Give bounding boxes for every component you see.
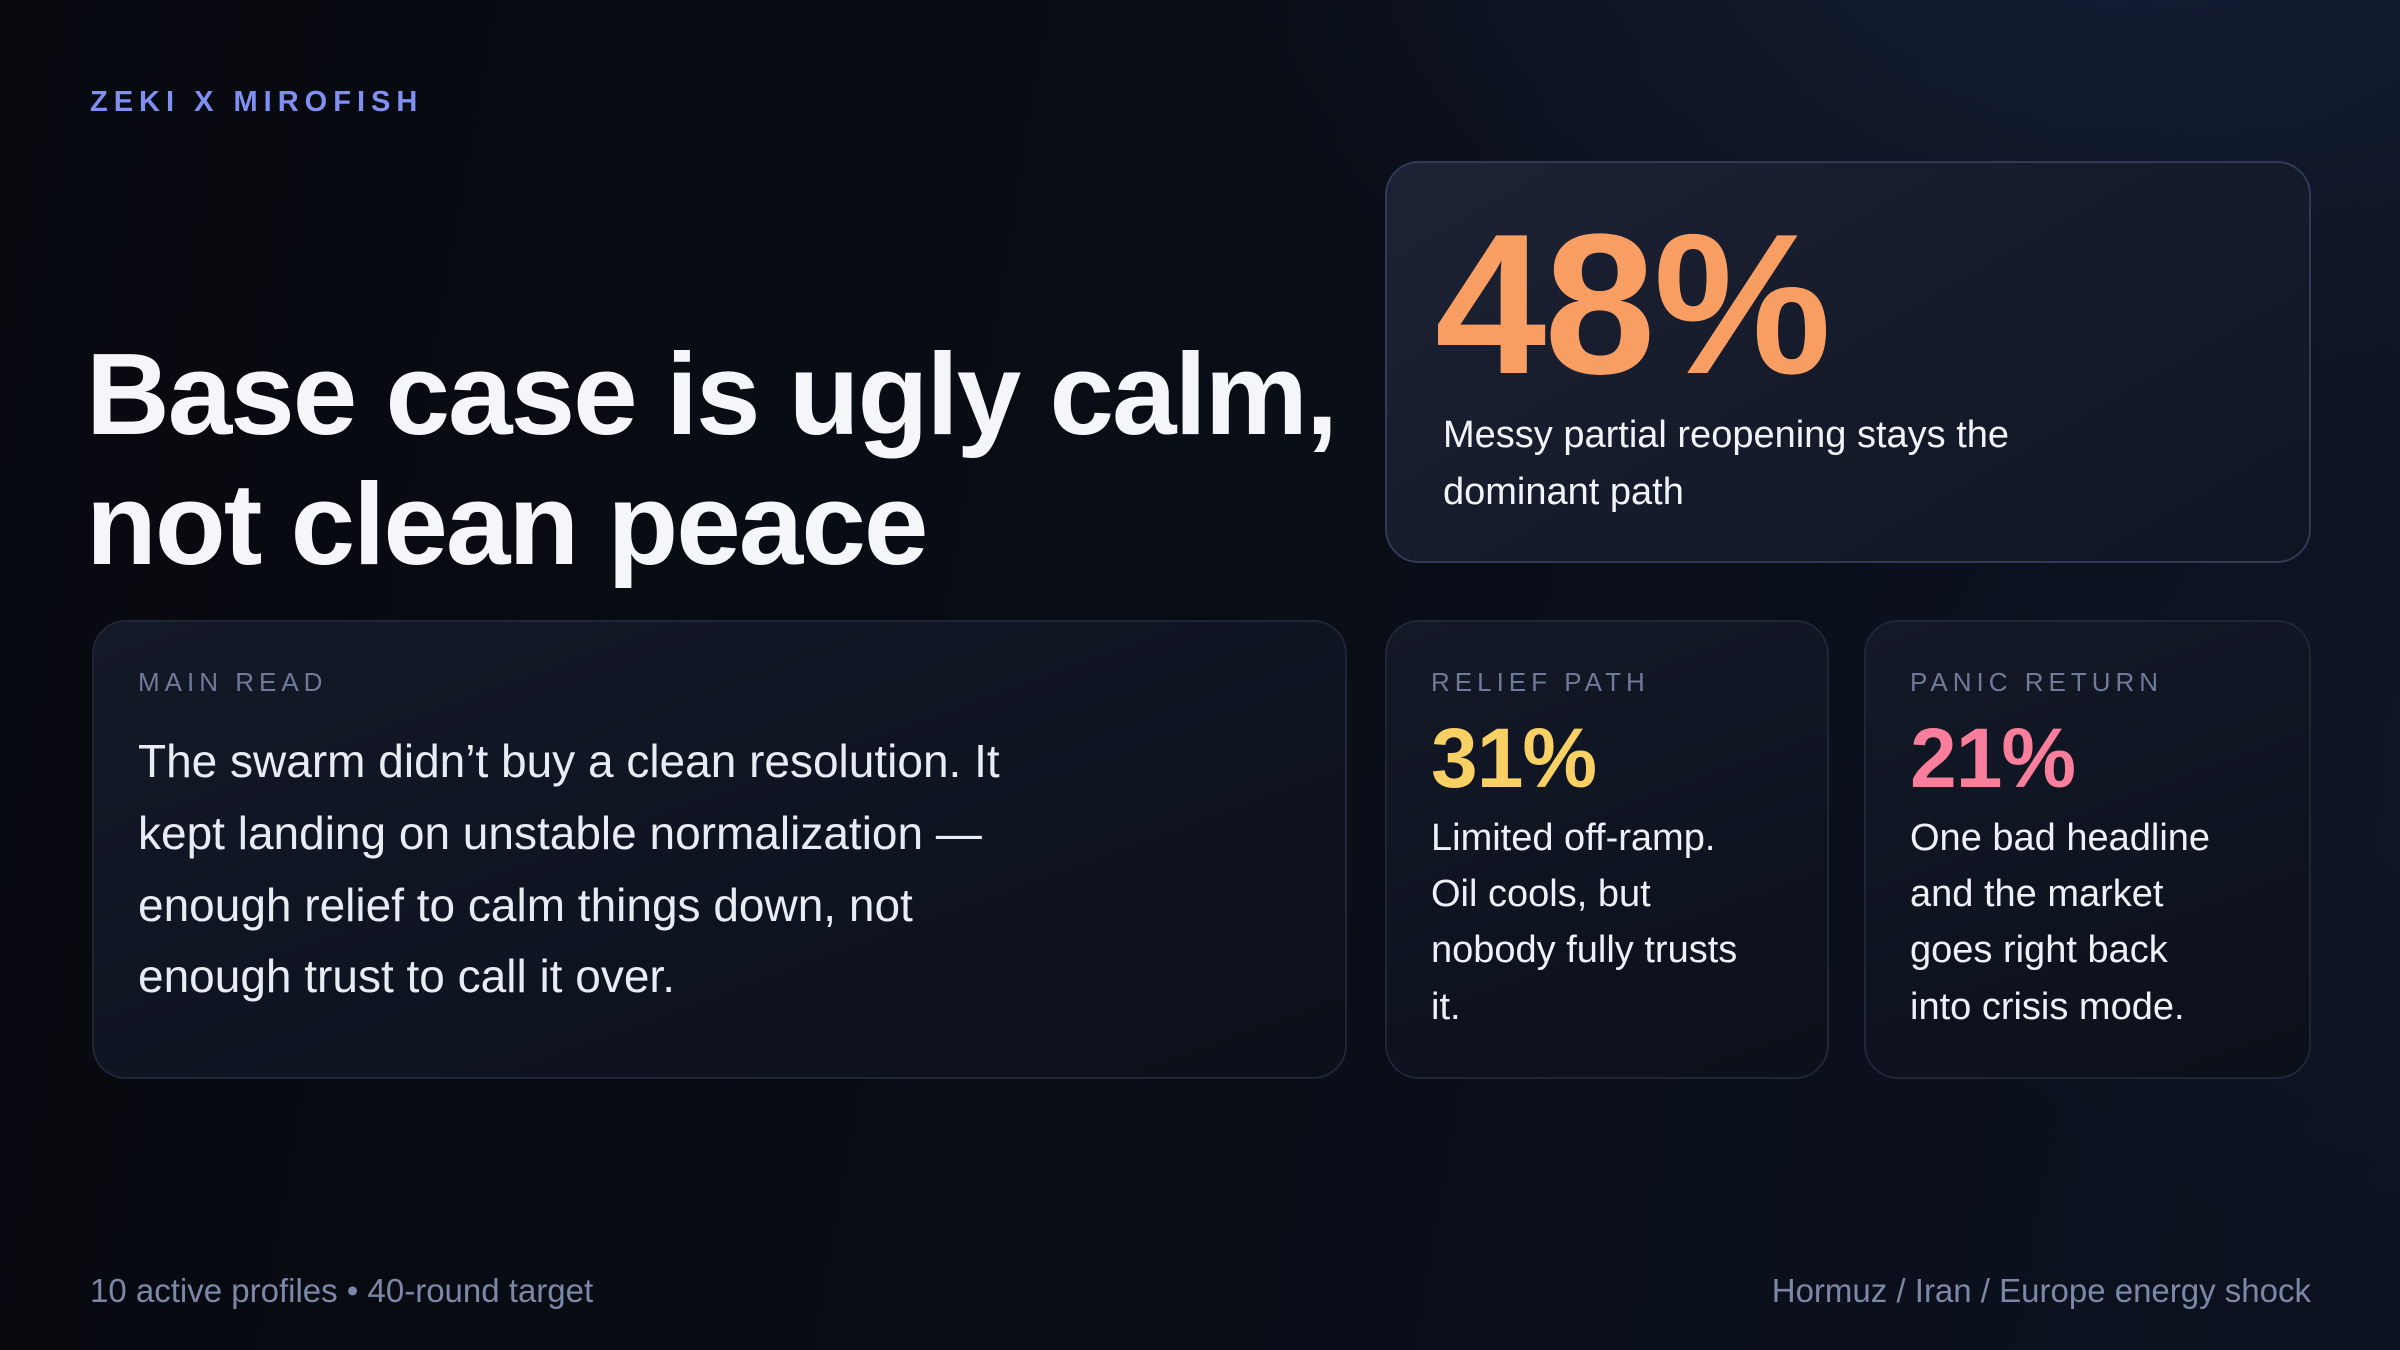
main-read-card: MAIN READ The swarm didn’t buy a clean r… [92, 620, 1347, 1079]
panic-return-body: One bad headline and the market goes rig… [1910, 817, 2211, 1028]
primary-stat-card: 48% Messy partial reopening stays the do… [1385, 161, 2311, 563]
footer-scenario-label: Hormuz / Iran / Europe energy shock [1771, 1272, 2311, 1309]
primary-stat-caption: Messy partial reopening stays the domina… [1443, 414, 2010, 513]
panic-return-value: 21% [1910, 711, 2076, 805]
relief-path-card: RELIEF PATH 31% Limited off-ramp. Oil co… [1385, 620, 1829, 1079]
main-read-label: MAIN READ [138, 667, 328, 697]
main-read-body: The swarm didn’t buy a clean resolution.… [138, 735, 1000, 1003]
panic-return-label: PANIC RETURN [1910, 667, 2164, 697]
relief-path-body: Limited off-ramp. Oil cools, but nobody … [1431, 817, 1738, 1028]
panic-return-card: PANIC RETURN 21% One bad headline and th… [1864, 620, 2311, 1079]
primary-stat-value: 48% [1435, 193, 1831, 416]
relief-path-value: 31% [1431, 711, 1597, 805]
headline: Base case is ugly calm, not clean peace [86, 329, 1338, 589]
relief-path-label: RELIEF PATH [1431, 667, 1650, 697]
brand-logo: ZEKI X MIROFISH [90, 86, 424, 118]
footer-profiles-status: 10 active profiles • 40-round target [90, 1272, 594, 1309]
